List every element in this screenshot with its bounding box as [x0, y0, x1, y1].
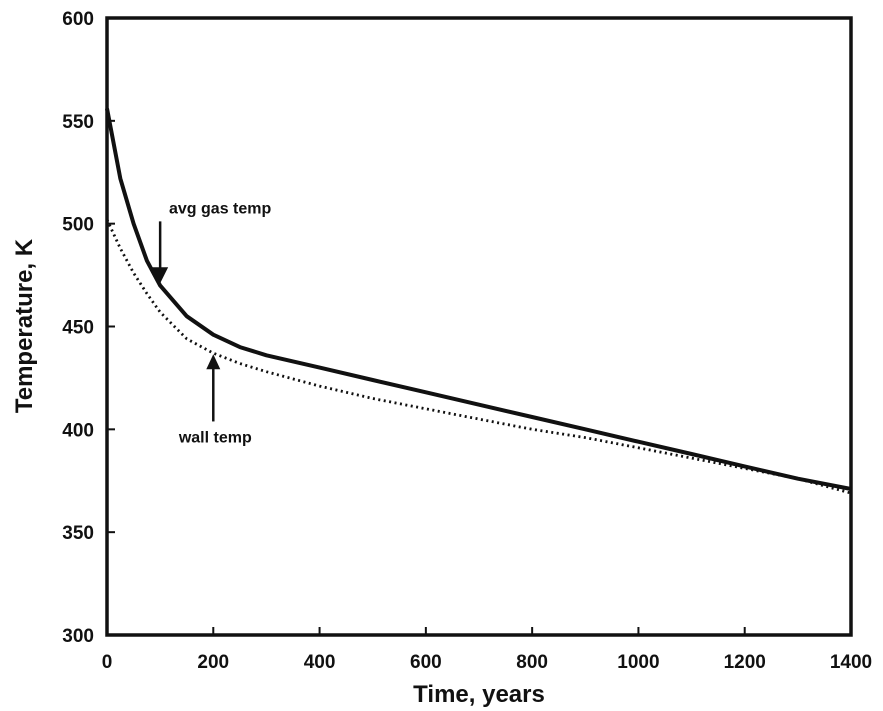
x-axis-title: Time, years — [413, 681, 545, 708]
annotation-label: wall temp — [178, 429, 252, 446]
x-tick-label: 1400 — [830, 652, 872, 673]
annotation-layer: avg gas temp wall temp — [152, 200, 271, 446]
x-tick-label: 1200 — [724, 652, 766, 673]
up-arrow-icon — [206, 354, 221, 370]
y-tick-label: 600 — [62, 9, 94, 30]
y-tick-label: 300 — [62, 626, 94, 647]
y-tick-label: 400 — [62, 420, 94, 441]
x-tick-label: 600 — [410, 652, 442, 673]
y-axis-title: Temperature, K — [11, 238, 38, 413]
x-tick-label: 400 — [304, 652, 336, 673]
x-tick-label: 1000 — [617, 652, 659, 673]
x-tick-label: 0 — [102, 652, 113, 673]
series-layer — [105, 108, 852, 495]
y-tick-label: 450 — [62, 318, 94, 339]
annotation-label: avg gas temp — [169, 200, 271, 217]
x-tick-label: 200 — [197, 652, 229, 673]
y-tick-labels: 300 350 400 450 500 550 600 — [62, 9, 94, 647]
plot-frame — [105, 16, 853, 637]
y-tick-label: 550 — [62, 112, 94, 133]
y-tick-label: 500 — [62, 215, 94, 236]
down-arrow-icon — [152, 267, 169, 284]
x-tick-label: 800 — [516, 652, 548, 673]
chart-axes — [105, 16, 853, 637]
y-tick-label: 350 — [62, 523, 94, 544]
series-line-wall-temp — [105, 219, 852, 495]
x-tick-labels: 0 200 400 600 800 1000 1200 1400 — [102, 652, 872, 673]
series-line-avg-gas-temp — [105, 108, 852, 491]
